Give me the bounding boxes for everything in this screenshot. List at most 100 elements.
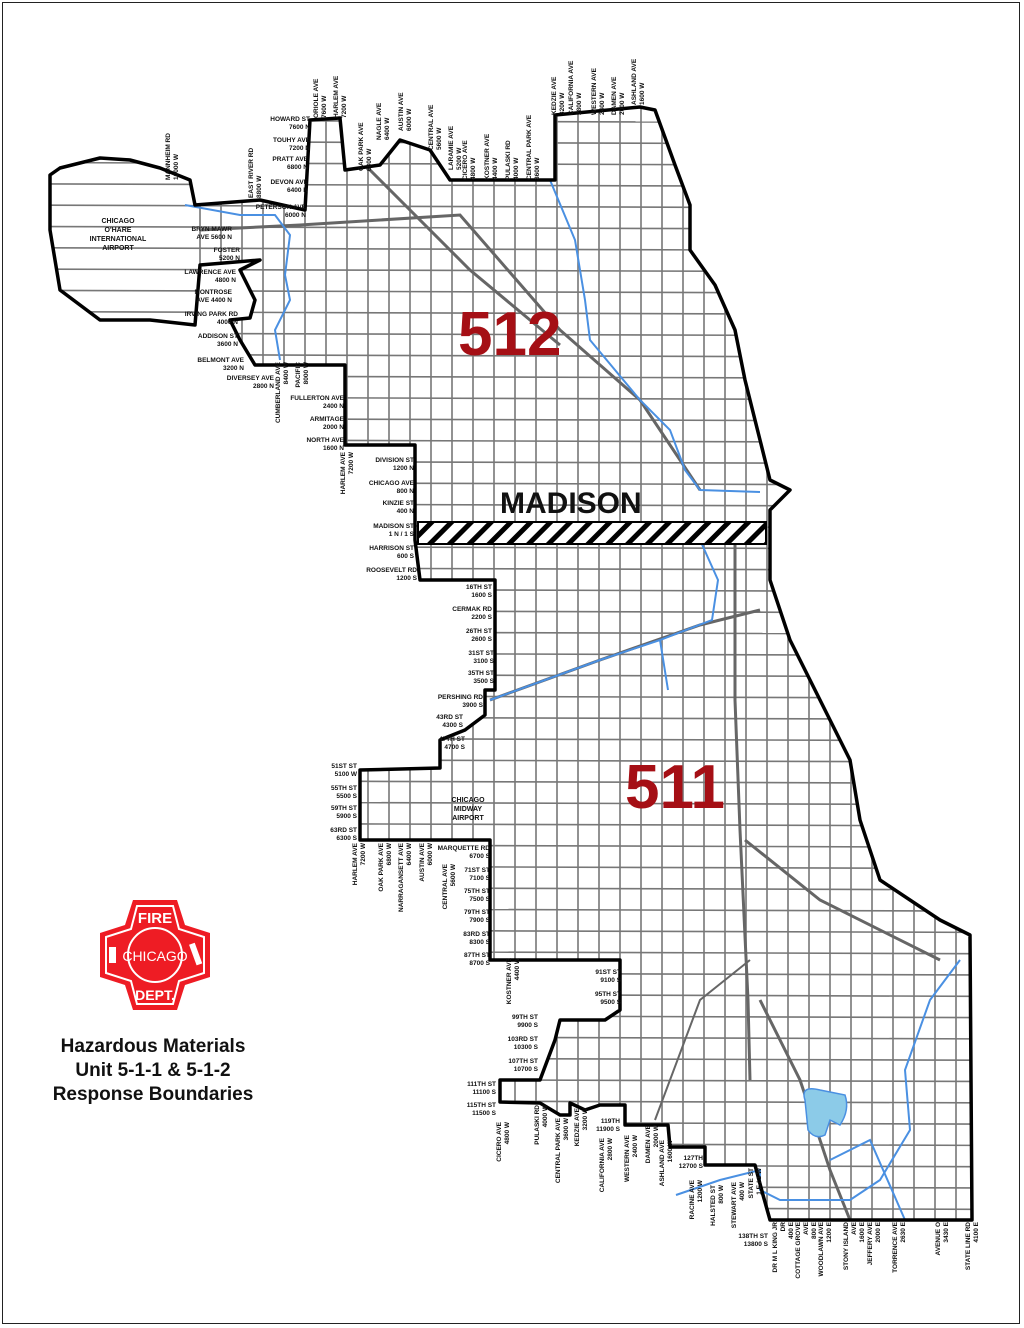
street-label-line: 1 E / 1 W (756, 1167, 763, 1195)
street-label-line: 4400 W (492, 157, 499, 180)
street-label-line: 5500 S (336, 793, 357, 800)
street-label-line: DR (780, 1222, 787, 1232)
street-label-line: 400 N (397, 508, 415, 515)
street-label-line: FULLERTON AVE (290, 395, 344, 402)
street-line (50, 822, 972, 827)
street-label-line: 6000 W (406, 108, 413, 131)
street-label-line: AVE 4400 N (196, 297, 232, 304)
calumet-branch (829, 1138, 906, 1221)
street-label-line: 10000 W (173, 153, 180, 180)
street-line (50, 885, 972, 891)
street-label: 26TH ST 2600 S (466, 628, 493, 643)
street-label: CENTRAL PARK AVE3600 W (555, 1117, 570, 1183)
street-line (50, 779, 972, 785)
street-label-line: 5600 W (436, 127, 443, 150)
street-label-line: 10300 S (514, 1044, 539, 1051)
street-label-line: 2400 N (323, 403, 344, 410)
street-label-line: AUSTIN AVE (419, 842, 426, 881)
street-label-line: 3600 W (563, 1117, 570, 1140)
street-label-line: 4100 E (973, 1221, 980, 1242)
street-label-line: STATE ST (748, 1168, 755, 1198)
street-label: LAWRENCE AVE 4800 N (184, 269, 236, 284)
street-label-line: 1600 W (667, 1139, 674, 1162)
street-label: 43RD ST 4300 S (436, 714, 463, 729)
street-label: JEFFERY AVE2000 E (867, 1221, 882, 1265)
street-label-line: WESTERN AVE (624, 1134, 631, 1182)
street-label-line: 9100 S (600, 977, 621, 984)
street-label: 35TH ST 3500 S (468, 670, 495, 685)
street-label-line: 51ST ST (331, 763, 357, 770)
street-label-line: HARLEM AVE (340, 451, 347, 494)
street-label-line: 2800 W (607, 1137, 614, 1160)
street-label-line: 63RD ST (330, 827, 357, 834)
street-label: 87TH ST 8700 S (464, 952, 491, 967)
street-label-line: 1200 S (396, 575, 417, 582)
street-label-line: OAK PARK AVE (358, 122, 365, 171)
street-line (50, 119, 972, 124)
street-label-line: PETERSON AVE (256, 204, 307, 211)
street-label: AUSTIN AVE6000 W (398, 92, 413, 131)
street-label: 107TH ST 10700 S (508, 1058, 538, 1073)
street-label: PRATT AVE 6800 N (272, 156, 308, 171)
street-label-line: 1 N / 1 S (389, 531, 415, 538)
street-label-line: 1200 N (393, 465, 414, 472)
street-label: MADISON ST 1 N / 1 S (373, 523, 414, 538)
street-label-line: 10700 S (514, 1066, 539, 1073)
street-label-line: FOSTER (214, 247, 241, 254)
south-branch-river (489, 539, 720, 701)
street-line (50, 566, 972, 572)
street-label-line: 55TH ST (331, 785, 357, 792)
street-label-line: AVE 5600 N (196, 234, 232, 241)
street-label: CERMAK RD 2200 S (452, 606, 492, 621)
street-label-line: 600 S (397, 553, 415, 560)
street-label-line: 4700 S (444, 744, 465, 751)
street-label-line: 7100 S (469, 875, 490, 882)
street-label-line: 7200 N (289, 145, 310, 152)
street-label-line: 16TH ST (466, 584, 492, 591)
street-label: DIVERSEY AVE 2800 N (227, 375, 275, 390)
street-label-line: 2630 E (900, 1221, 907, 1242)
street-label: CUMBERLAND AVE8400 W (275, 361, 290, 423)
street-label-line: STATE LINE RD (965, 1222, 972, 1270)
street-label-line: EAST RIVER RD (248, 147, 255, 198)
hydrant-icon (109, 947, 116, 963)
calumet-river (675, 959, 961, 1201)
street-label: 103RD ST 10300 S (508, 1036, 539, 1051)
street-label: STATE LINE RD4100 E (965, 1221, 980, 1270)
street-line (50, 1013, 972, 1019)
street-line (50, 651, 972, 657)
street-line (50, 289, 972, 295)
street-label-line: AVE (851, 1221, 858, 1235)
street-label-line: 4000 W (513, 157, 520, 180)
street-label: 16TH ST 1600 S (466, 584, 493, 599)
airport-label-line: CHICAGO (451, 797, 485, 804)
title-line: Response Boundaries (52, 1084, 254, 1105)
street-label: KOSTNER AVE4400 W (506, 957, 521, 1004)
airport-label-line: MIDWAY (454, 806, 482, 813)
street-label: DAMEN AVE2000 W (645, 1124, 660, 1163)
title-line: Unit 5-1-1 & 5-1-2 (75, 1060, 231, 1081)
street-label-line: 87TH ST (464, 952, 490, 959)
street-label-line: 2800 W (576, 92, 583, 115)
street-label-line: 6700 S (469, 853, 490, 860)
street-label-line: 1600 N (323, 445, 344, 452)
street-label-line: CERMAK RD (452, 606, 492, 613)
street-label-line: 6800 W (366, 148, 373, 171)
street-label: 111TH ST 11100 S (467, 1081, 497, 1096)
street-label-line: 3200 W (559, 92, 566, 115)
street-label-line: 1600 W (639, 82, 646, 105)
street-label-line: PULASKI RD (534, 1105, 541, 1145)
street-label-line: 8300 S (469, 939, 490, 946)
street-label-line: PERSHING RD (438, 694, 483, 701)
street-label-line: KOSTNER AVE (506, 957, 513, 1004)
street-label-line: 11100 S (473, 1089, 497, 1096)
street-label: CENTRAL AVE5600 W (428, 104, 443, 150)
street-label-line: 13800 S (744, 1241, 769, 1248)
expressway-kennedy (199, 213, 702, 491)
street-label-line: 3600 N (217, 341, 238, 348)
street-label-line: MADISON ST (373, 523, 414, 530)
street-label-line: 3430 E (943, 1221, 950, 1242)
street-label: 79TH ST 7900 S (464, 909, 491, 924)
street-line (50, 864, 972, 870)
street-label-line: 8400 W (283, 361, 290, 384)
